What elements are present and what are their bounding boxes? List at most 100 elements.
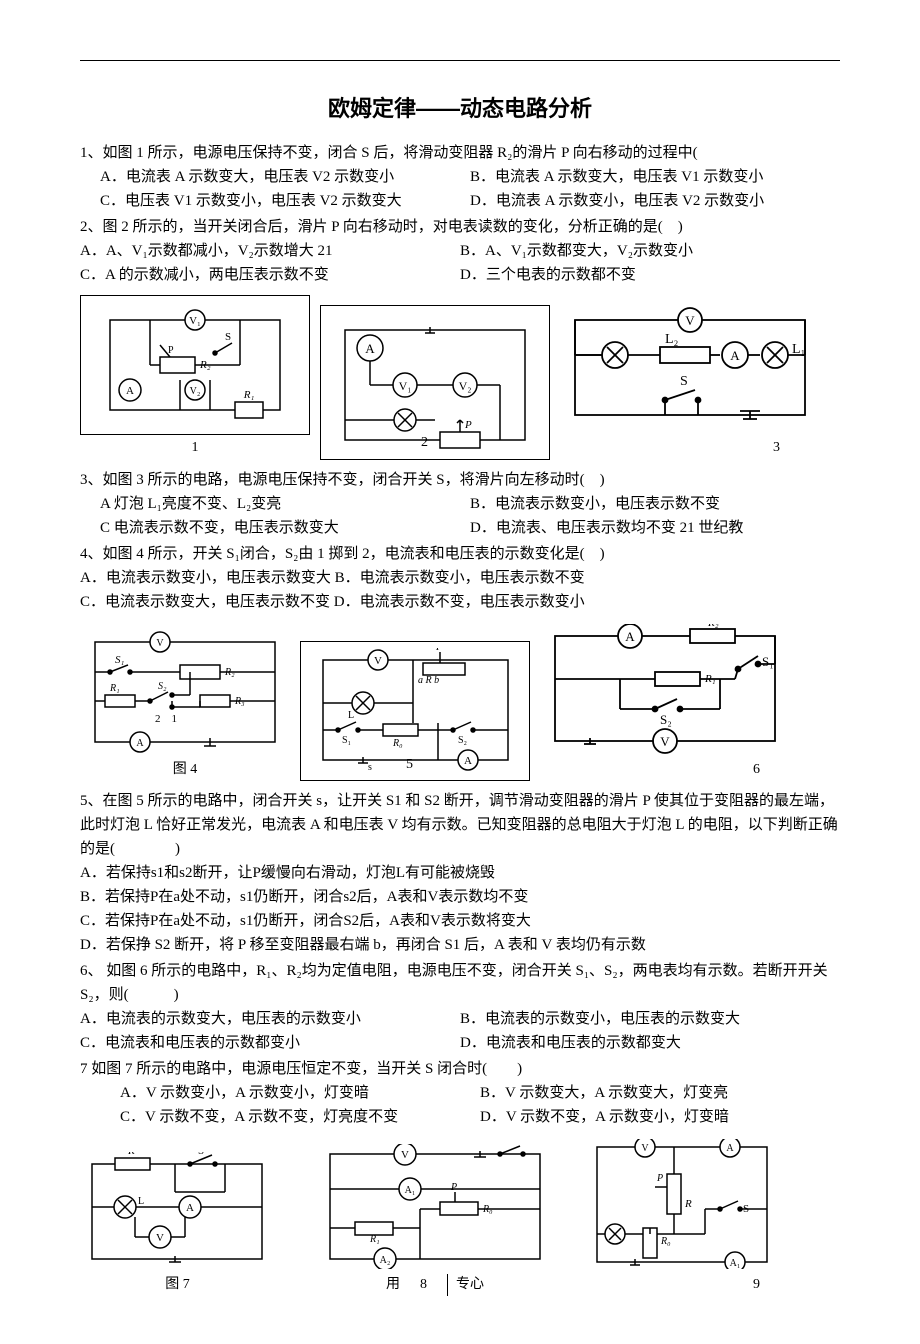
q2-opt-b: B．A、V₁示数都变大，V₂示数变小 xyxy=(460,239,840,263)
svg-text:A₁: A₁ xyxy=(405,1185,416,1196)
q7-stem: 7 如图 7 所示的电路中，电源电压恒定不变，当开关 S 闭合时( ) xyxy=(80,1057,840,1081)
figure-8: V S A₁ P R₀ R₁ xyxy=(315,1139,555,1274)
svg-text:S₂: S₂ xyxy=(158,681,167,692)
fig8-footer: 用 8 专心 xyxy=(315,1274,555,1296)
q6-opt-a: A．电流表的示数变大，电压表的示数变小 xyxy=(80,1007,460,1031)
q6-opt-c: C．电流表和电压表的示数都变小 xyxy=(80,1031,460,1055)
question-4: 4、如图 4 所示，开关 S₁闭合，S₂由 1 掷到 2，电流表和电压表的示数变… xyxy=(80,542,840,614)
figure-row-2: V S₁ R₂ R₁ S₂ R₃ xyxy=(80,622,840,781)
fig9-label: 9 xyxy=(585,1274,780,1296)
circuit-5-svg: V P a R b L S₁ R₀ xyxy=(308,648,523,773)
svg-text:V: V xyxy=(156,638,164,649)
svg-text:A: A xyxy=(365,341,375,356)
svg-text:a R b: a R b xyxy=(418,675,439,686)
svg-text:A: A xyxy=(186,1202,194,1214)
figure-5: V P a R b L S₁ R₀ xyxy=(300,641,530,781)
figure-4: V S₁ R₂ R₁ S₂ R₃ xyxy=(80,627,290,757)
figure-3: V L₂ A L₁ xyxy=(560,300,820,435)
q5-opt-b: B．若保持P在a处不动，s1仍断开，闭合s2后，A表和V表示数均不变 xyxy=(80,885,840,909)
figure-row-3: R S L A V xyxy=(80,1137,840,1296)
question-2: 2、图 2 所示的，当开关闭合后，滑片 P 向右移动时，对电表读数的变化，分析正… xyxy=(80,215,840,287)
q1-stem: 1、如图 1 所示，电源电压保持不变，闭合 S 后，将滑动变阻器 R₂的滑片 P… xyxy=(80,141,840,165)
q5-opt-a: A．若保持s1和s2断开，让P缓慢向右滑动，灯泡L有可能被烧毁 xyxy=(80,861,840,885)
svg-text:2 1: 2 1 xyxy=(155,713,177,725)
svg-text:L: L xyxy=(348,710,354,721)
svg-text:V₂: V₂ xyxy=(190,386,201,397)
fig8-label: 8 xyxy=(420,1274,427,1296)
fig2-label: 2 xyxy=(421,432,428,454)
svg-text:R₁: R₁ xyxy=(243,389,255,401)
svg-text:P: P xyxy=(464,419,472,431)
circuit-1-svg: V₁ P R₂ S A V₂ xyxy=(90,305,300,425)
svg-text:A: A xyxy=(625,629,635,644)
q2-opt-c: C．A 的示数减小，两电压表示数不变 xyxy=(80,263,460,287)
figure-9-wrapper: V A P R S R₀ xyxy=(585,1137,780,1296)
q7-opt-a: A．V 示数变小，A 示数变小，灯变暗 xyxy=(120,1081,480,1105)
fig7-label: 图 7 xyxy=(80,1274,275,1296)
q5-opt-c: C．若保持P在a处不动，s1仍断开，闭合S2后，A表和V表示数将变大 xyxy=(80,909,840,933)
q5-opt-d: D．若保挣 S2 断开，将 P 移至变阻器最右端 b，再闭合 S1 后，A 表和… xyxy=(80,933,840,957)
svg-text:S₂: S₂ xyxy=(660,712,672,727)
fig4-label: 图 4 xyxy=(80,759,290,781)
q4-stem: 4、如图 4 所示，开关 S₁闭合，S₂由 1 掷到 2，电流表和电压表的示数变… xyxy=(80,542,840,566)
svg-text:A₂: A₂ xyxy=(380,1255,391,1266)
figure-6: A R₂ R₁ S₁ S₂ V xyxy=(540,622,790,757)
question-1: 1、如图 1 所示，电源电压保持不变，闭合 S 后，将滑动变阻器 R₂的滑片 P… xyxy=(80,141,840,213)
svg-text:S₁: S₁ xyxy=(115,654,125,666)
svg-text:A: A xyxy=(464,755,472,767)
figure-2: A V₁ V₂ P xyxy=(320,305,550,460)
q1-opt-a: A．电流表 A 示数变大，电压表 V2 示数变小 xyxy=(100,165,470,189)
q7-opt-c: C．V 示数不变，A 示数不变，灯亮度不变 xyxy=(120,1105,480,1129)
svg-text:s: s xyxy=(368,762,372,773)
figure-2-wrapper: A V₁ V₂ P xyxy=(320,305,550,460)
svg-text:A: A xyxy=(136,738,144,749)
svg-text:R₀: R₀ xyxy=(660,1236,671,1247)
svg-text:R₁: R₁ xyxy=(109,683,120,694)
svg-text:L₂: L₂ xyxy=(665,332,679,347)
svg-text:A₁: A₁ xyxy=(730,1258,741,1269)
page-title: 欧姆定律——动态电路分析 xyxy=(80,91,840,126)
fig6-label: 6 xyxy=(540,759,790,781)
svg-text:V: V xyxy=(156,1232,164,1244)
svg-text:A: A xyxy=(126,385,134,397)
svg-text:P: P xyxy=(435,648,442,653)
q1-opt-d: D．电流表 A 示数变小，电压表 V2 示数变小 xyxy=(470,189,840,213)
q7-opt-d: D．V 示数不变，A 示数变小，灯变暗 xyxy=(480,1105,840,1129)
circuit-2-svg: A V₁ V₂ P xyxy=(330,315,540,450)
q3-opt-b: B．电流表示数变小，电压表示数不变 xyxy=(470,492,840,516)
svg-text:R: R xyxy=(684,1198,692,1210)
svg-text:P: P xyxy=(168,345,174,356)
svg-text:R₁: R₁ xyxy=(369,1234,380,1245)
svg-text:V₁: V₁ xyxy=(189,315,201,327)
circuit-6-svg: A R₂ R₁ S₁ S₂ V xyxy=(540,624,790,754)
svg-text:S: S xyxy=(680,374,688,389)
svg-text:A: A xyxy=(730,348,740,363)
svg-text:A: A xyxy=(726,1143,734,1154)
question-3: 3、如图 3 所示的电路，电源电压保持不变，闭合开关 S，将滑片向左移动时( )… xyxy=(80,468,840,540)
figure-8-wrapper: V S A₁ P R₀ R₁ xyxy=(315,1139,555,1296)
figure-7-wrapper: R S L A V xyxy=(80,1152,275,1296)
q5-stem: 5、在图 5 所示的电路中，闭合开关 s，让开关 S1 和 S2 断开，调节滑动… xyxy=(80,789,840,861)
q2-opt-a: A．A、V₁示数都减小，V₂示数增大 21 xyxy=(80,239,460,263)
svg-text:S₁: S₁ xyxy=(342,735,351,746)
fig1-label: 1 xyxy=(80,437,310,459)
question-6: 6、 如图 6 所示的电路中，R₁、R₂均为定值电阻，电源电压不变，闭合开关 S… xyxy=(80,959,840,1055)
q4-opt-ab: A．电流表示数变小，电压表示数变大 B．电流表示数变小，电压表示数不变 xyxy=(80,566,840,590)
figure-6-wrapper: A R₂ R₁ S₁ S₂ V xyxy=(540,622,790,781)
q2-stem: 2、图 2 所示的，当开关闭合后，滑片 P 向右移动时，对电表读数的变化，分析正… xyxy=(80,215,840,239)
svg-text:P: P xyxy=(656,1173,663,1184)
svg-text:S: S xyxy=(510,1144,516,1147)
svg-text:V: V xyxy=(641,1143,649,1154)
svg-text:P: P xyxy=(450,1182,457,1193)
q3-stem: 3、如图 3 所示的电路，电源电压保持不变，闭合开关 S，将滑片向左移动时( ) xyxy=(80,468,840,492)
figure-3-wrapper: V L₂ A L₁ xyxy=(560,300,820,459)
fig8-text-left: 用 xyxy=(386,1274,400,1296)
q7-opt-b: B．V 示数变大，A 示数变大，灯变亮 xyxy=(480,1081,840,1105)
svg-text:L: L xyxy=(138,1196,144,1207)
circuit-9-svg: V A P R S R₀ xyxy=(585,1139,780,1269)
svg-text:V: V xyxy=(401,1149,409,1161)
circuit-7-svg: R S L A V xyxy=(80,1152,275,1272)
circuit-4-svg: V S₁ R₂ R₁ S₂ R₃ xyxy=(80,627,290,757)
svg-text:S₂: S₂ xyxy=(458,735,467,746)
figure-5-wrapper: V P a R b L S₁ R₀ xyxy=(300,641,530,781)
